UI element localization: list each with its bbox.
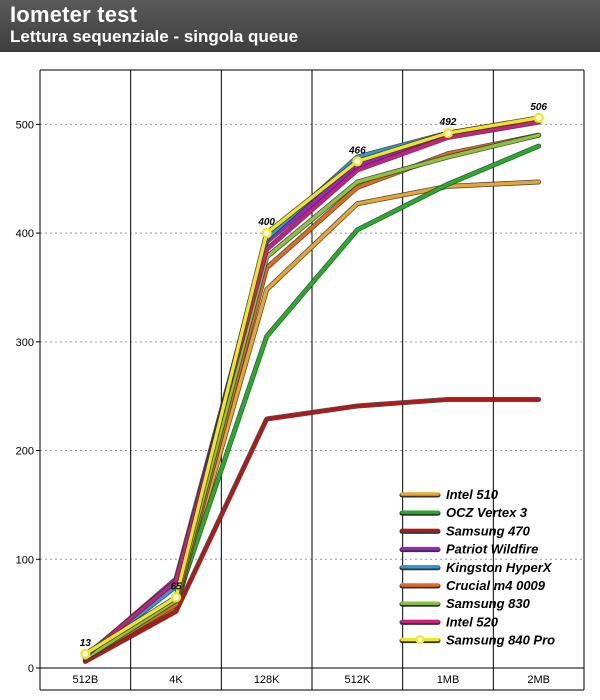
legend-marker	[415, 635, 425, 645]
legend-label: Samsung 470	[446, 523, 531, 538]
legend-label: Patriot Wildfire	[446, 542, 538, 557]
data-point-marker	[442, 127, 454, 139]
chart-title: Iometer test	[10, 2, 138, 27]
legend-label: Samsung 840 Pro	[446, 633, 555, 648]
x-tick-label: 128K	[254, 674, 280, 686]
data-label: 492	[439, 117, 457, 128]
data-label: 13	[80, 638, 92, 649]
y-tick-label: 0	[28, 663, 34, 675]
x-tick-label: 1MB	[437, 674, 460, 686]
data-label: 65	[170, 581, 182, 592]
data-point-marker	[352, 156, 363, 167]
series-line	[83, 120, 541, 658]
x-tick-label: 512K	[344, 674, 370, 686]
data-point-marker	[261, 227, 272, 239]
chart-subtitle: Lettura sequenziale - singola queue	[10, 27, 299, 46]
chart-header: Iometer test Lettura sequenziale - singo…	[0, 0, 600, 52]
y-tick-label: 300	[16, 337, 34, 349]
legend-label: Samsung 830	[446, 596, 531, 611]
data-point-marker	[80, 648, 91, 659]
y-tick-label: 200	[16, 446, 34, 458]
x-tick-label: 2MB	[527, 674, 550, 686]
series-line	[83, 133, 541, 660]
series-line	[83, 397, 541, 664]
legend-label: OCZ Vertex 3	[446, 505, 528, 520]
data-label: 466	[348, 145, 366, 156]
data-label: 400	[257, 217, 275, 228]
series-line	[83, 116, 541, 656]
y-tick-label: 100	[16, 554, 34, 566]
y-tick-label: 500	[16, 119, 34, 131]
series-line	[83, 133, 541, 660]
y-tick-label: 400	[16, 228, 34, 240]
x-tick-label: 4K	[169, 674, 183, 686]
data-point-marker	[170, 592, 182, 603]
legend-label: Kingston HyperX	[446, 560, 553, 575]
legend-label: Intel 520	[446, 614, 499, 629]
legend-label: Crucial m4 0009	[446, 578, 546, 593]
x-tick-label: 512B	[72, 674, 98, 686]
data-label: 506	[530, 102, 547, 113]
data-point-marker	[533, 112, 544, 123]
legend-label: Intel 510	[446, 487, 499, 502]
